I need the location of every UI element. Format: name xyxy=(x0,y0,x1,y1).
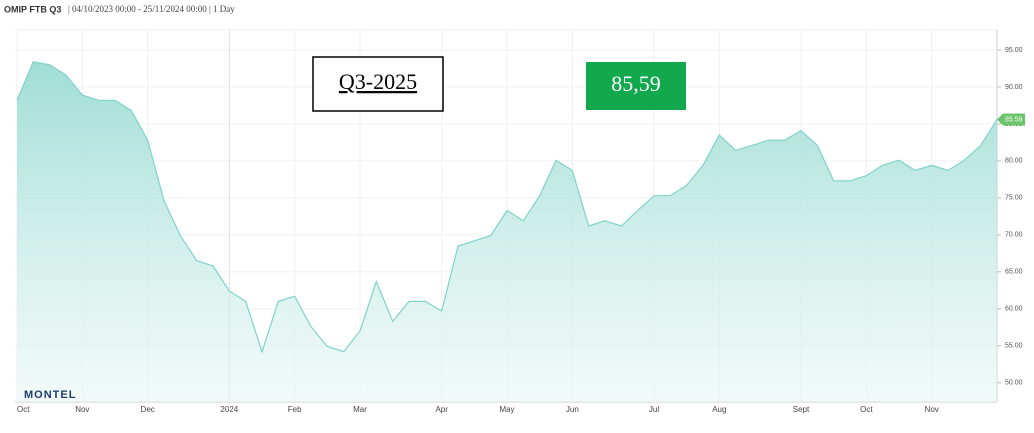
x-tick-label: Jul xyxy=(649,405,659,414)
y-tick-label: 70.00 xyxy=(1005,232,1023,239)
y-tick-label: 60.00 xyxy=(1005,306,1023,313)
x-tick-label: Apr xyxy=(435,405,448,414)
chart-title: OMIP FTB Q3 xyxy=(4,4,61,14)
x-tick-label: Sept xyxy=(793,405,810,414)
area xyxy=(17,61,997,403)
y-tick-label: 90.00 xyxy=(1005,84,1023,91)
x-tick-label: Aug xyxy=(712,405,726,414)
y-tick-label: 50.00 xyxy=(1005,380,1023,387)
x-tick-label: 2024 xyxy=(220,405,238,414)
y-tick-label: 80.00 xyxy=(1005,158,1023,165)
x-tick-label: Dec xyxy=(141,405,155,414)
x-tick-label: Nov xyxy=(925,405,939,414)
x-tick-label: Jun xyxy=(566,405,579,414)
last-value-tag xyxy=(997,113,1025,126)
x-tick-label: Oct xyxy=(860,405,873,414)
line xyxy=(16,61,998,354)
y-tick-label: 95.00 xyxy=(1005,47,1023,54)
x-tick-label: Nov xyxy=(75,405,89,414)
logo: MONTEL xyxy=(24,389,76,401)
annotation: Q3-2025 xyxy=(339,69,417,94)
annotation-box xyxy=(586,62,686,110)
last-value-label: 85.59 xyxy=(1005,116,1023,123)
x-tick-label: Feb xyxy=(288,405,302,414)
y-tick-label: 55.00 xyxy=(1005,343,1023,350)
annotation-box xyxy=(312,56,444,112)
x-tick-label: Oct xyxy=(17,405,30,414)
x-tick-label: May xyxy=(499,405,514,414)
x-tick-label: Mar xyxy=(353,405,367,414)
y-tick-label: 65.00 xyxy=(1005,269,1023,276)
y-tick-label: 75.00 xyxy=(1005,195,1023,202)
annotation: 85,59 xyxy=(611,71,661,96)
chart-subtitle: | 04/10/2023 00:00 - 25/11/2024 00:00 | … xyxy=(68,4,235,14)
